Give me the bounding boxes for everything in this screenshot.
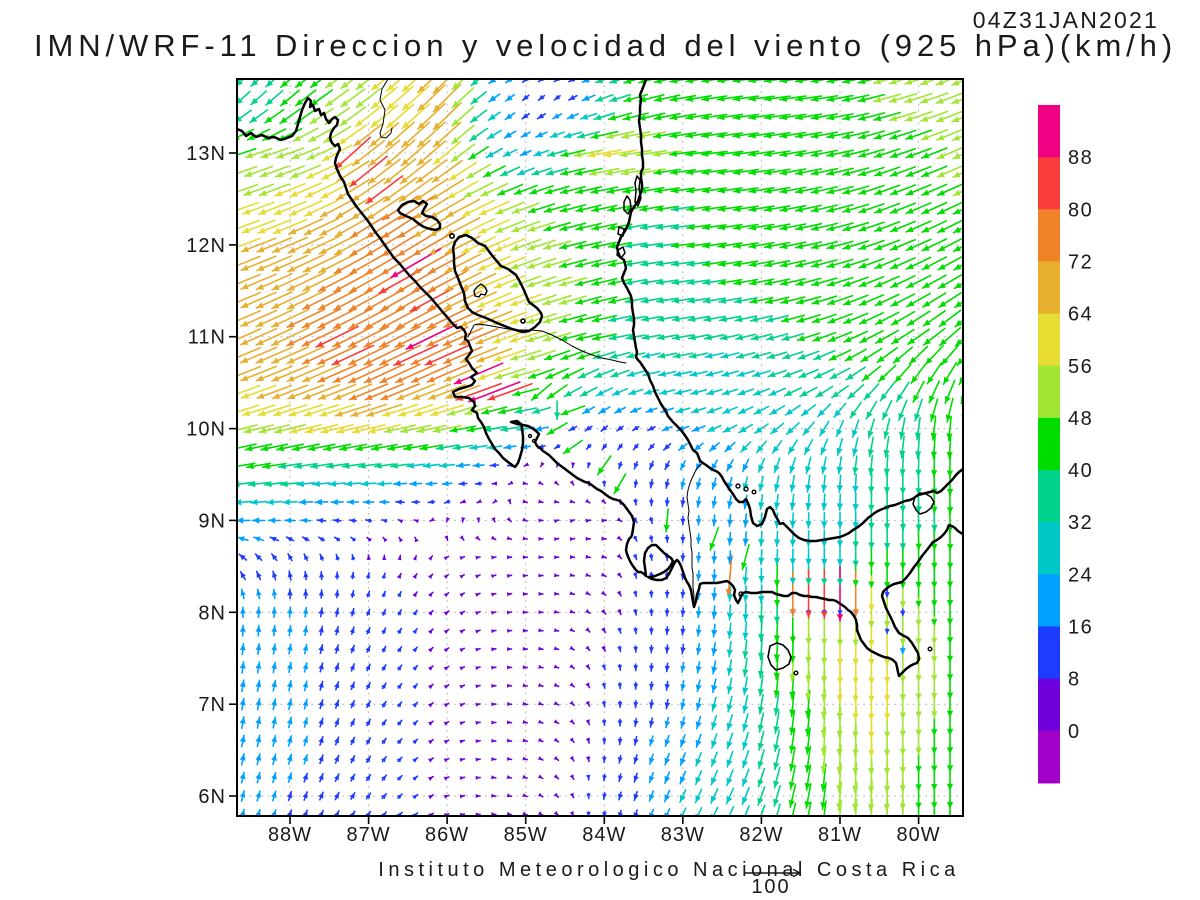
svg-text:56: 56 bbox=[1068, 356, 1093, 378]
svg-text:87W: 87W bbox=[347, 824, 391, 846]
svg-text:86W: 86W bbox=[425, 824, 469, 846]
svg-text:6N: 6N bbox=[198, 786, 226, 808]
svg-text:32: 32 bbox=[1068, 512, 1093, 534]
svg-text:10N: 10N bbox=[186, 419, 226, 441]
svg-text:85W: 85W bbox=[504, 824, 548, 846]
svg-text:80W: 80W bbox=[897, 824, 941, 846]
svg-text:12N: 12N bbox=[186, 235, 226, 257]
svg-text:82W: 82W bbox=[739, 824, 783, 846]
svg-text:80: 80 bbox=[1068, 199, 1093, 221]
svg-text:84W: 84W bbox=[582, 824, 626, 846]
svg-text:40: 40 bbox=[1068, 460, 1093, 482]
svg-text:100: 100 bbox=[751, 876, 790, 898]
svg-text:81W: 81W bbox=[818, 824, 862, 846]
svg-text:04Z31JAN2021: 04Z31JAN2021 bbox=[973, 7, 1159, 33]
svg-text:11N: 11N bbox=[188, 327, 226, 349]
svg-text:24: 24 bbox=[1068, 564, 1093, 586]
svg-text:16: 16 bbox=[1068, 617, 1093, 639]
svg-text:88: 88 bbox=[1068, 147, 1093, 169]
svg-text:13N: 13N bbox=[186, 143, 226, 165]
svg-text:8N: 8N bbox=[198, 602, 226, 624]
svg-text:0: 0 bbox=[1068, 721, 1081, 743]
svg-text:7N: 7N bbox=[198, 694, 226, 716]
svg-text:83W: 83W bbox=[661, 824, 705, 846]
svg-text:72: 72 bbox=[1068, 251, 1093, 273]
svg-text:Instituto Meteorologico Nacion: Instituto Meteorologico Nacional Costa R… bbox=[378, 859, 959, 881]
svg-text:IMN/WRF-11 Direccion y velocid: IMN/WRF-11 Direccion y velocidad del vie… bbox=[34, 28, 1177, 63]
svg-text:64: 64 bbox=[1068, 304, 1093, 326]
svg-text:9N: 9N bbox=[198, 510, 226, 532]
svg-text:88W: 88W bbox=[268, 824, 312, 846]
svg-text:48: 48 bbox=[1068, 408, 1093, 430]
svg-text:8: 8 bbox=[1068, 669, 1081, 691]
